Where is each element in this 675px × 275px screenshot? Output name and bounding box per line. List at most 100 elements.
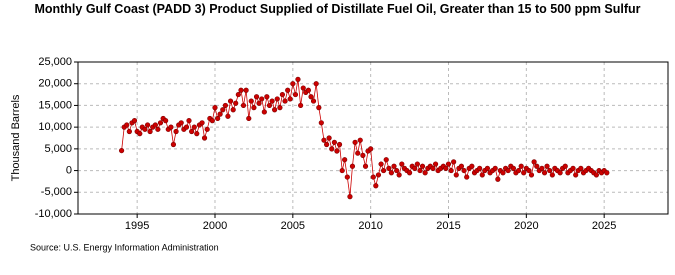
data-point: [230, 107, 236, 113]
data-point: [357, 137, 363, 143]
data-point: [419, 163, 426, 169]
data-point: [199, 120, 205, 126]
y-tick-label: 20,000: [38, 78, 72, 90]
data-point: [318, 120, 324, 126]
data-point: [191, 124, 197, 130]
y-axis-label: Thousand Barrels: [10, 94, 22, 181]
data-point: [347, 194, 353, 200]
data-point: [259, 96, 265, 102]
data-point: [233, 100, 239, 106]
series-line: [121, 79, 608, 197]
data-point: [124, 122, 130, 128]
data-point: [534, 163, 540, 169]
data-point: [573, 172, 579, 178]
data-point: [264, 94, 270, 100]
y-tick-label: 5,000: [44, 143, 72, 155]
data-point: [484, 165, 491, 171]
data-point: [417, 167, 423, 174]
data-point: [253, 94, 260, 100]
data-point: [383, 157, 389, 163]
data-point: [256, 100, 262, 106]
data-point: [142, 126, 148, 132]
data-point: [308, 94, 314, 100]
y-tick-label: 15,000: [38, 99, 72, 111]
data-point: [310, 98, 317, 104]
data-point: [399, 161, 405, 167]
data-point: [521, 170, 527, 176]
data-point: [396, 172, 402, 178]
data-point: [453, 172, 459, 178]
data-point: [212, 104, 218, 111]
data-point: [510, 165, 517, 171]
data-point: [469, 163, 475, 169]
data-point: [295, 76, 301, 82]
data-point: [414, 161, 420, 167]
data-point: [277, 104, 283, 111]
data-point: [147, 128, 153, 135]
data-point: [204, 126, 210, 132]
data-point: [170, 141, 177, 148]
data-point: [194, 131, 200, 137]
data-point: [570, 165, 576, 171]
data-point: [292, 91, 299, 98]
data-point: [189, 128, 195, 135]
data-point: [349, 163, 356, 169]
data-point: [251, 104, 257, 111]
data-point: [144, 122, 151, 128]
data-point: [443, 165, 449, 171]
x-tick-label: 2025: [592, 220, 616, 232]
data-point: [505, 167, 511, 174]
data-point: [360, 152, 366, 158]
data-point: [287, 96, 293, 102]
data-point: [298, 102, 304, 109]
data-point: [220, 107, 226, 113]
data-point: [305, 87, 311, 93]
plot-frame: [77, 61, 669, 215]
data-point: [324, 141, 330, 148]
data-point: [541, 170, 548, 176]
data-point: [186, 118, 192, 124]
data-point: [445, 161, 452, 167]
data-point: [272, 107, 278, 113]
x-tick-label: 2015: [436, 220, 460, 232]
data-point: [604, 170, 610, 176]
data-point: [370, 174, 376, 180]
data-point: [518, 163, 524, 169]
data-point: [329, 146, 335, 152]
source: Source: U.S. Energy Information Administ…: [30, 242, 219, 252]
data-point: [157, 120, 164, 126]
data-point: [279, 91, 285, 98]
data-point: [183, 124, 190, 130]
data-point: [412, 165, 418, 171]
data-point: [479, 172, 485, 178]
data-point: [118, 147, 125, 154]
data-point: [375, 172, 382, 178]
data-point: [163, 118, 169, 124]
data-point: [215, 115, 221, 122]
data-point: [352, 139, 358, 145]
data-point: [368, 146, 374, 152]
data-point: [266, 102, 273, 109]
data-point: [300, 85, 306, 91]
data-point: [388, 170, 394, 176]
data-point: [391, 163, 397, 169]
data-point: [430, 165, 436, 171]
data-point: [593, 172, 599, 178]
data-point: [243, 87, 249, 93]
data-point: [178, 120, 184, 126]
data-point: [269, 98, 275, 104]
data-point: [394, 167, 400, 174]
data-point: [240, 102, 247, 109]
data-point: [126, 128, 132, 135]
data-point: [539, 165, 545, 171]
data-point: [373, 183, 379, 189]
data-point: [222, 102, 229, 109]
data-point: [500, 170, 506, 176]
data-point: [246, 115, 252, 122]
data-point: [313, 81, 319, 87]
data-point: [334, 148, 340, 154]
data-point: [285, 87, 291, 93]
data-point: [464, 174, 470, 180]
data-point: [137, 131, 143, 137]
y-tick-label: 0: [66, 164, 72, 176]
